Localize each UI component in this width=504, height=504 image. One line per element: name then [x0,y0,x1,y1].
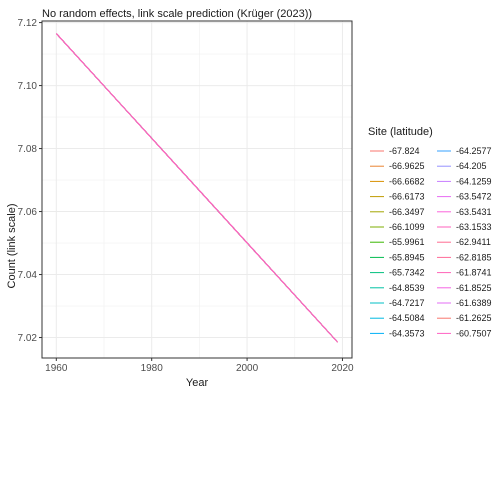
legend-label: -66.1099 [389,222,425,232]
y-axis-label: Count (link scale) [6,204,18,289]
legend-label: -61.8525 [456,283,492,293]
legend-label: -63.5431 [456,207,492,217]
x-tick-label: 2000 [236,363,259,374]
plot-border [41,20,353,359]
legend-label: -64.3573 [389,328,425,338]
y-tick-label: 7.02 [18,333,38,344]
legend-label: -64.1259 [456,176,492,186]
legend-label: -65.9961 [389,237,425,247]
legend-label: -63.1533 [456,222,492,232]
legend-label: -65.7342 [389,268,425,278]
legend-label: -61.2625 [456,313,492,323]
y-tick-label: 7.08 [18,144,38,155]
x-tick-label: 2020 [331,363,354,374]
y-tick-label: 7.06 [18,207,38,218]
legend-label: -63.5472 [456,192,492,202]
legend: Site (latitude) -67.824 -66.9625 -66.6682 -… [368,126,492,338]
legend-label: -66.9625 [389,161,425,171]
legend-label: -66.3497 [389,207,425,217]
y-tick-label: 7.12 [18,18,38,29]
legend-label: -61.8741 [456,268,492,278]
chart-title: No random effects, link scale prediction… [42,8,312,20]
legend-label: -65.8945 [389,252,425,262]
series-line [55,33,339,343]
legend-label: -62.8185 [456,252,492,262]
legend-title: Site (latitude) [368,126,433,138]
y-tick-label: 7.04 [18,270,38,281]
legend-label: -62.9411 [456,237,491,247]
legend-label: -66.6173 [389,192,425,202]
series-lines [55,33,339,343]
legend-label: -60.7507 [456,328,492,338]
legend-label: -64.8539 [389,283,425,293]
legend-label: -64.2577 [456,146,492,156]
axes: 1960 1980 2000 2020 7.02 7.04 7.06 7.08 7.10 7.12 [18,18,354,374]
legend-label: -64.205 [456,161,487,171]
x-tick-label: 1980 [141,363,164,374]
legend-label: -61.6389 [456,298,492,308]
x-axis-label: Year [186,377,209,389]
legend-label: -64.5084 [389,313,425,323]
grid [42,21,352,358]
legend-label: -67.824 [389,146,420,156]
x-tick-label: 1960 [45,363,68,374]
legend-label: -66.6682 [389,176,425,186]
legend-label: -64.7217 [389,298,425,308]
y-tick-label: 7.10 [18,81,38,92]
